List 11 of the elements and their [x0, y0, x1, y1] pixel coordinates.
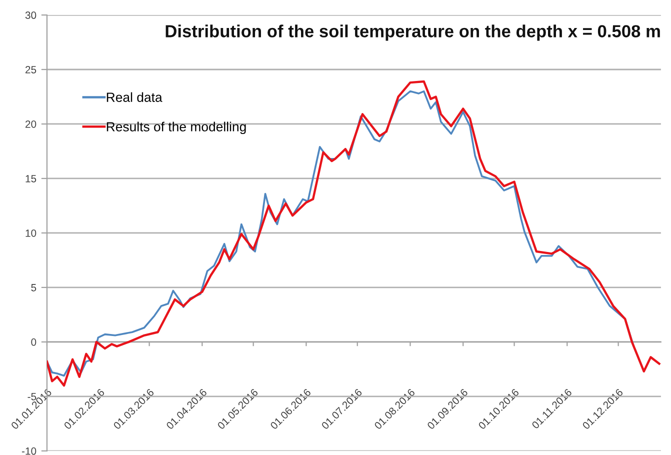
- y-tick-label: 0: [31, 338, 36, 346]
- y-tick-label: 20: [25, 120, 36, 128]
- y-tick-label: -10: [22, 447, 36, 455]
- y-tick-label: 30: [25, 12, 36, 19]
- legend-label: Real data: [106, 92, 162, 102]
- y-tick-label: 15: [26, 175, 36, 182]
- text: Distribution of the soil temperature on the depth x = 0.508 m: [166, 24, 660, 41]
- y-tick-label: 5: [31, 284, 36, 292]
- legend-label: Results of the modelling: [106, 122, 246, 134]
- y-tick-label: 25: [25, 66, 36, 74]
- y-tick-label: 10: [26, 229, 36, 237]
